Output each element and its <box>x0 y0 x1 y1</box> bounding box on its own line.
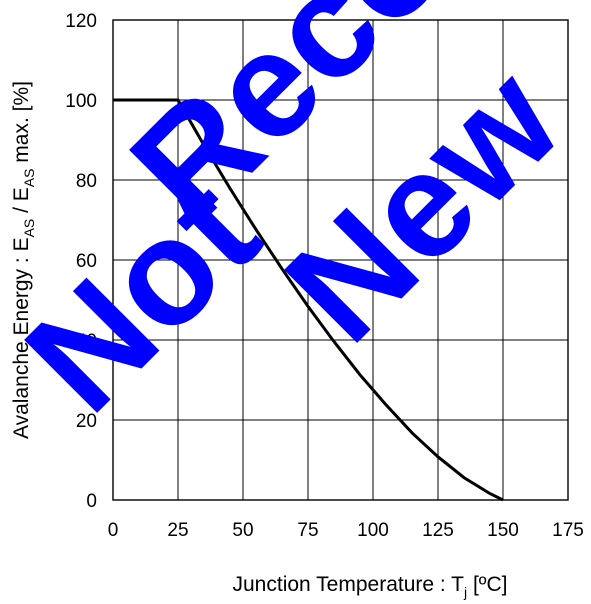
y-axis-label: Avalanche Energy : EAS / EAS max. [%] <box>10 81 37 439</box>
x-tick-label: 100 <box>357 520 389 541</box>
y-tick-label: 20 <box>76 411 97 432</box>
y-tick-label: 80 <box>76 171 97 192</box>
grid-lines <box>112 19 569 501</box>
x-tick-label: 175 <box>552 520 584 541</box>
y-tick-label: 40 <box>76 331 97 352</box>
series-line <box>113 98 504 502</box>
plot-frame <box>112 19 569 501</box>
watermark-not-recommended: Not Reco New <box>0 0 591 443</box>
y-tick-label: 100 <box>65 91 97 112</box>
x-tick-labels: 0 25 50 75 100 125 150 175 <box>108 520 584 541</box>
x-tick-label: 50 <box>232 520 253 541</box>
x-tick-label: 75 <box>297 520 318 541</box>
x-tick-label: 0 <box>108 520 119 541</box>
x-tick-label: 125 <box>422 520 454 541</box>
y-tick-label: 60 <box>76 251 97 272</box>
y-tick-label: 120 <box>65 11 97 32</box>
x-tick-label: 150 <box>487 520 519 541</box>
y-tick-label: 0 <box>86 491 97 512</box>
x-axis-label: Junction Temperature : Tj [ºC] <box>233 573 508 600</box>
x-tick-label: 25 <box>167 520 188 541</box>
y-tick-labels: 0 20 40 60 80 100 120 <box>65 11 97 512</box>
